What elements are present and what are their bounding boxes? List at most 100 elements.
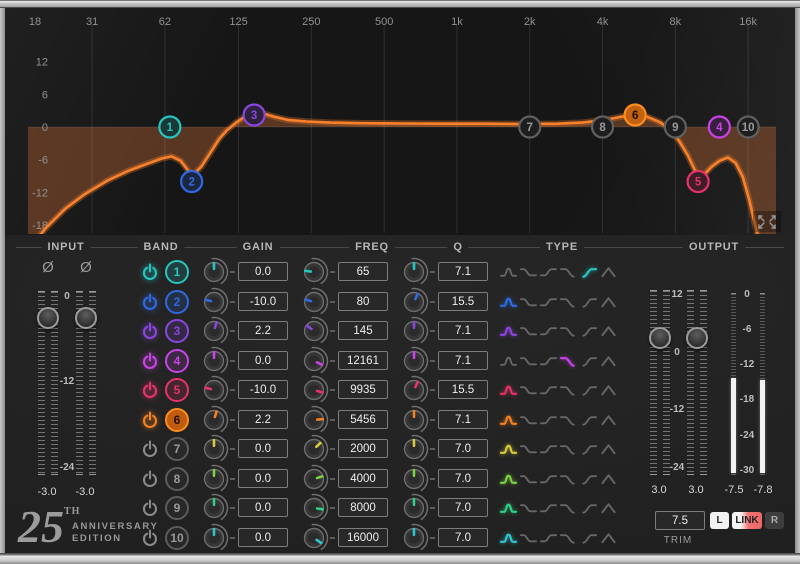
band-6-select-button[interactable]: 6 <box>165 408 189 432</box>
band-1-type-band-pass-icon[interactable] <box>600 266 617 278</box>
band-1-type-low-shelf-icon[interactable] <box>520 266 537 278</box>
band-5-type-high-pass-icon[interactable] <box>580 384 597 396</box>
band-4-type-bell-icon[interactable] <box>500 355 517 367</box>
band-6-type-bell-icon[interactable] <box>499 414 518 426</box>
band-4-select-button[interactable]: 4 <box>165 349 189 373</box>
band-1-power-button[interactable] <box>140 262 160 282</box>
band-2-type-high-shelf-icon[interactable] <box>540 296 557 308</box>
band-7-q-field[interactable]: 7.0 <box>438 439 488 458</box>
band-7-gain-field[interactable]: 0.0 <box>238 439 288 458</box>
band-5-select-button[interactable]: 5 <box>165 378 189 402</box>
band-2-gain-knob[interactable] <box>200 287 240 317</box>
band-1-type-high-pass-icon[interactable] <box>580 266 598 278</box>
band-2-type-band-pass-icon[interactable] <box>600 296 617 308</box>
band-9-select-button[interactable]: 9 <box>165 496 189 520</box>
band-7-type-low-shelf-icon[interactable] <box>520 443 537 455</box>
band-2-q-field[interactable]: 15.5 <box>438 292 488 311</box>
band-3-gain-knob[interactable] <box>200 316 240 346</box>
band-1-q-knob[interactable] <box>400 257 440 287</box>
band-5-freq-knob[interactable] <box>300 375 340 405</box>
band-4-gain-field[interactable]: 0.0 <box>238 351 288 370</box>
band-handle-8[interactable]: 8 <box>590 115 615 139</box>
band-4-gain-knob[interactable] <box>200 346 240 376</box>
band-handle-3[interactable]: 3 <box>242 103 266 127</box>
band-handle-4[interactable]: 4 <box>707 115 731 139</box>
band-7-power-button[interactable] <box>140 439 160 459</box>
band-6-type-band-pass-icon[interactable] <box>600 414 617 426</box>
band-10-type-band-pass-icon[interactable] <box>600 532 617 544</box>
trim-value-field[interactable]: 7.5 <box>655 511 705 530</box>
band-3-type-bell-icon[interactable] <box>499 325 518 337</box>
band-1-q-field[interactable]: 7.1 <box>438 262 488 281</box>
band-10-type-low-pass-icon[interactable] <box>560 532 577 544</box>
band-6-type-low-pass-icon[interactable] <box>560 414 577 426</box>
band-9-type-bell-icon[interactable] <box>499 502 518 514</box>
band-9-freq-knob[interactable] <box>300 493 340 523</box>
band-10-freq-knob[interactable] <box>300 523 340 553</box>
band-2-type-bell-icon[interactable] <box>499 296 518 308</box>
phase-invert-button-right[interactable]: Ø <box>80 259 92 276</box>
band-1-freq-knob[interactable] <box>300 257 340 287</box>
band-6-type-high-pass-icon[interactable] <box>580 414 597 426</box>
band-9-type-band-pass-icon[interactable] <box>600 502 617 514</box>
band-5-freq-field[interactable]: 9935 <box>338 380 388 399</box>
band-9-q-knob[interactable] <box>400 493 440 523</box>
band-1-gain-knob[interactable] <box>200 257 240 287</box>
band-1-gain-field[interactable]: 0.0 <box>238 262 288 281</box>
band-3-select-button[interactable]: 3 <box>165 319 189 343</box>
band-6-q-field[interactable]: 7.1 <box>438 410 488 429</box>
band-3-power-button[interactable] <box>140 321 160 341</box>
band-8-gain-knob[interactable] <box>200 464 240 494</box>
band-2-gain-field[interactable]: -10.0 <box>238 292 288 311</box>
band-10-power-button[interactable] <box>140 528 160 548</box>
band-2-power-button[interactable] <box>140 292 160 312</box>
band-8-q-knob[interactable] <box>400 464 440 494</box>
band-handle-10[interactable]: 10 <box>736 115 760 139</box>
band-2-type-low-shelf-icon[interactable] <box>520 296 537 308</box>
band-6-gain-knob[interactable] <box>200 405 240 435</box>
band-5-type-bell-icon[interactable] <box>499 384 518 396</box>
band-4-type-low-shelf-icon[interactable] <box>520 355 537 367</box>
band-6-freq-field[interactable]: 5456 <box>338 410 388 429</box>
band-3-q-knob[interactable] <box>400 316 440 346</box>
band-10-freq-field[interactable]: 16000 <box>338 528 388 547</box>
band-10-q-knob[interactable] <box>400 523 440 553</box>
output-gain-fader-left[interactable] <box>649 327 671 349</box>
band-3-type-low-shelf-icon[interactable] <box>520 325 537 337</box>
band-8-type-low-pass-icon[interactable] <box>560 473 577 485</box>
band-3-type-high-shelf-icon[interactable] <box>540 325 557 337</box>
band-3-type-low-pass-icon[interactable] <box>560 325 577 337</box>
band-5-gain-knob[interactable] <box>200 375 240 405</box>
band-8-freq-knob[interactable] <box>300 464 340 494</box>
band-10-q-field[interactable]: 7.0 <box>438 528 488 547</box>
band-2-q-knob[interactable] <box>400 287 440 317</box>
input-gain-fader-right[interactable] <box>75 307 97 329</box>
band-handle-6[interactable]: 6 <box>623 103 647 127</box>
band-6-gain-field[interactable]: 2.2 <box>238 410 288 429</box>
band-10-gain-field[interactable]: 0.0 <box>238 528 288 547</box>
band-9-type-high-pass-icon[interactable] <box>580 502 597 514</box>
band-9-gain-field[interactable]: 0.0 <box>238 498 288 517</box>
channel-link-button[interactable]: LINK <box>732 512 762 529</box>
band-7-gain-knob[interactable] <box>200 434 240 464</box>
band-handle-2[interactable]: 2 <box>180 169 204 194</box>
band-9-gain-knob[interactable] <box>200 493 240 523</box>
band-2-type-low-pass-icon[interactable] <box>560 296 577 308</box>
band-5-type-band-pass-icon[interactable] <box>600 384 617 396</box>
output-gain-fader-right[interactable] <box>686 327 708 349</box>
band-5-q-knob[interactable] <box>400 375 440 405</box>
band-8-type-high-shelf-icon[interactable] <box>540 473 557 485</box>
band-6-type-high-shelf-icon[interactable] <box>540 414 557 426</box>
band-10-gain-knob[interactable] <box>200 523 240 553</box>
band-7-q-knob[interactable] <box>400 434 440 464</box>
band-10-type-high-pass-icon[interactable] <box>580 532 597 544</box>
band-9-q-field[interactable]: 7.0 <box>438 498 488 517</box>
band-8-select-button[interactable]: 8 <box>165 467 189 491</box>
band-5-type-low-pass-icon[interactable] <box>560 384 577 396</box>
band-4-freq-knob[interactable] <box>300 346 340 376</box>
band-2-freq-knob[interactable] <box>300 287 340 317</box>
input-gain-fader-left[interactable] <box>37 307 59 329</box>
band-2-freq-field[interactable]: 80 <box>338 292 388 311</box>
band-9-freq-field[interactable]: 8000 <box>338 498 388 517</box>
band-4-type-band-pass-icon[interactable] <box>600 355 617 367</box>
